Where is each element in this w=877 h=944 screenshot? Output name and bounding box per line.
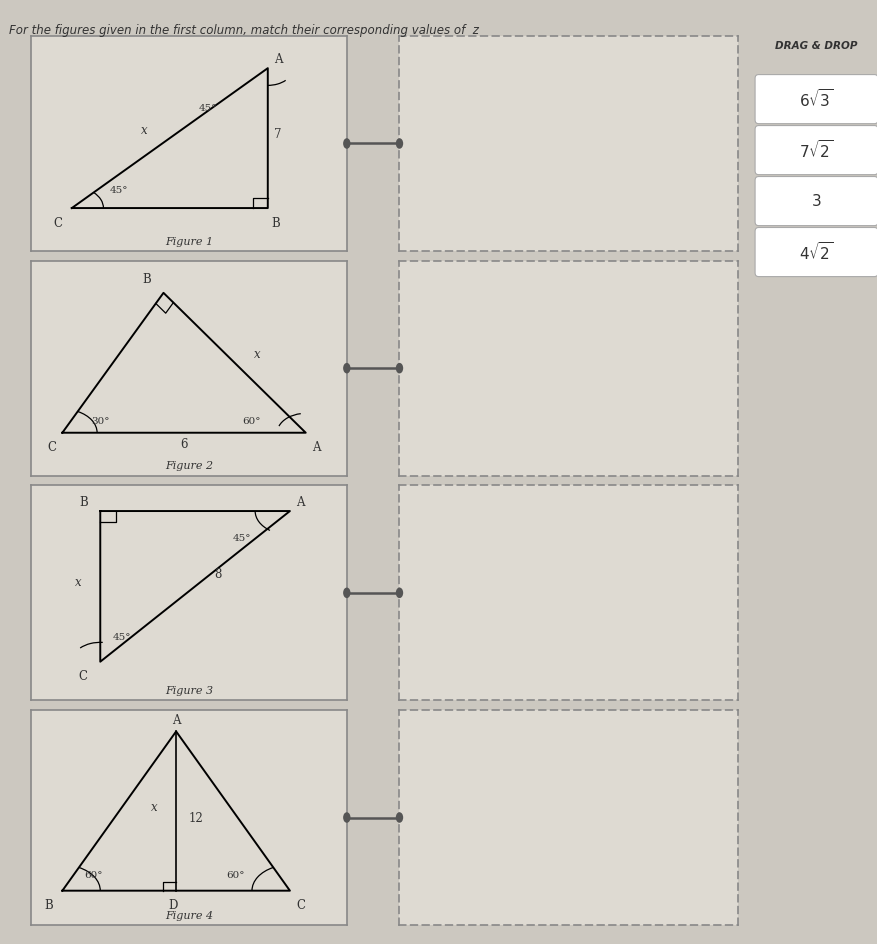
Text: x: x xyxy=(75,577,82,589)
Text: For the figures given in the first column, match their corresponding values of  : For the figures given in the first colum… xyxy=(9,24,478,37)
Text: DRAG & DROP: DRAG & DROP xyxy=(774,41,857,51)
Text: 60°: 60° xyxy=(84,870,103,880)
Text: A: A xyxy=(311,442,320,454)
Text: 30°: 30° xyxy=(90,417,109,426)
Text: 45°: 45° xyxy=(110,186,128,195)
Text: A: A xyxy=(296,496,304,509)
Text: 7: 7 xyxy=(274,128,282,141)
Text: B: B xyxy=(271,217,280,229)
Text: C: C xyxy=(79,670,88,683)
Text: B: B xyxy=(44,900,53,912)
Text: C: C xyxy=(296,900,305,912)
Text: 8: 8 xyxy=(214,567,221,581)
Text: 45°: 45° xyxy=(113,633,132,642)
Text: Figure 4: Figure 4 xyxy=(165,911,212,920)
Text: B: B xyxy=(142,274,151,286)
Text: B: B xyxy=(79,496,88,509)
Text: D: D xyxy=(168,900,177,912)
Text: C: C xyxy=(47,442,56,454)
Text: Figure 3: Figure 3 xyxy=(165,686,212,696)
Text: 45°: 45° xyxy=(198,104,217,113)
Text: A: A xyxy=(172,714,180,727)
Text: $4\sqrt{2}$: $4\sqrt{2}$ xyxy=(798,241,833,263)
Text: 60°: 60° xyxy=(242,417,260,426)
Text: 12: 12 xyxy=(189,812,203,825)
Text: $3$: $3$ xyxy=(810,194,821,209)
Text: Figure 1: Figure 1 xyxy=(165,237,212,246)
Text: $7\sqrt{2}$: $7\sqrt{2}$ xyxy=(798,139,833,161)
Text: 60°: 60° xyxy=(226,870,245,880)
Text: x: x xyxy=(141,124,148,137)
Text: A: A xyxy=(274,53,282,66)
Text: $6\sqrt{3}$: $6\sqrt{3}$ xyxy=(798,88,833,110)
Text: Figure 2: Figure 2 xyxy=(165,462,212,471)
Text: x: x xyxy=(253,348,260,362)
Text: 6: 6 xyxy=(180,438,188,451)
Text: 45°: 45° xyxy=(232,534,251,543)
Text: C: C xyxy=(53,217,62,229)
Text: x: x xyxy=(150,801,157,814)
